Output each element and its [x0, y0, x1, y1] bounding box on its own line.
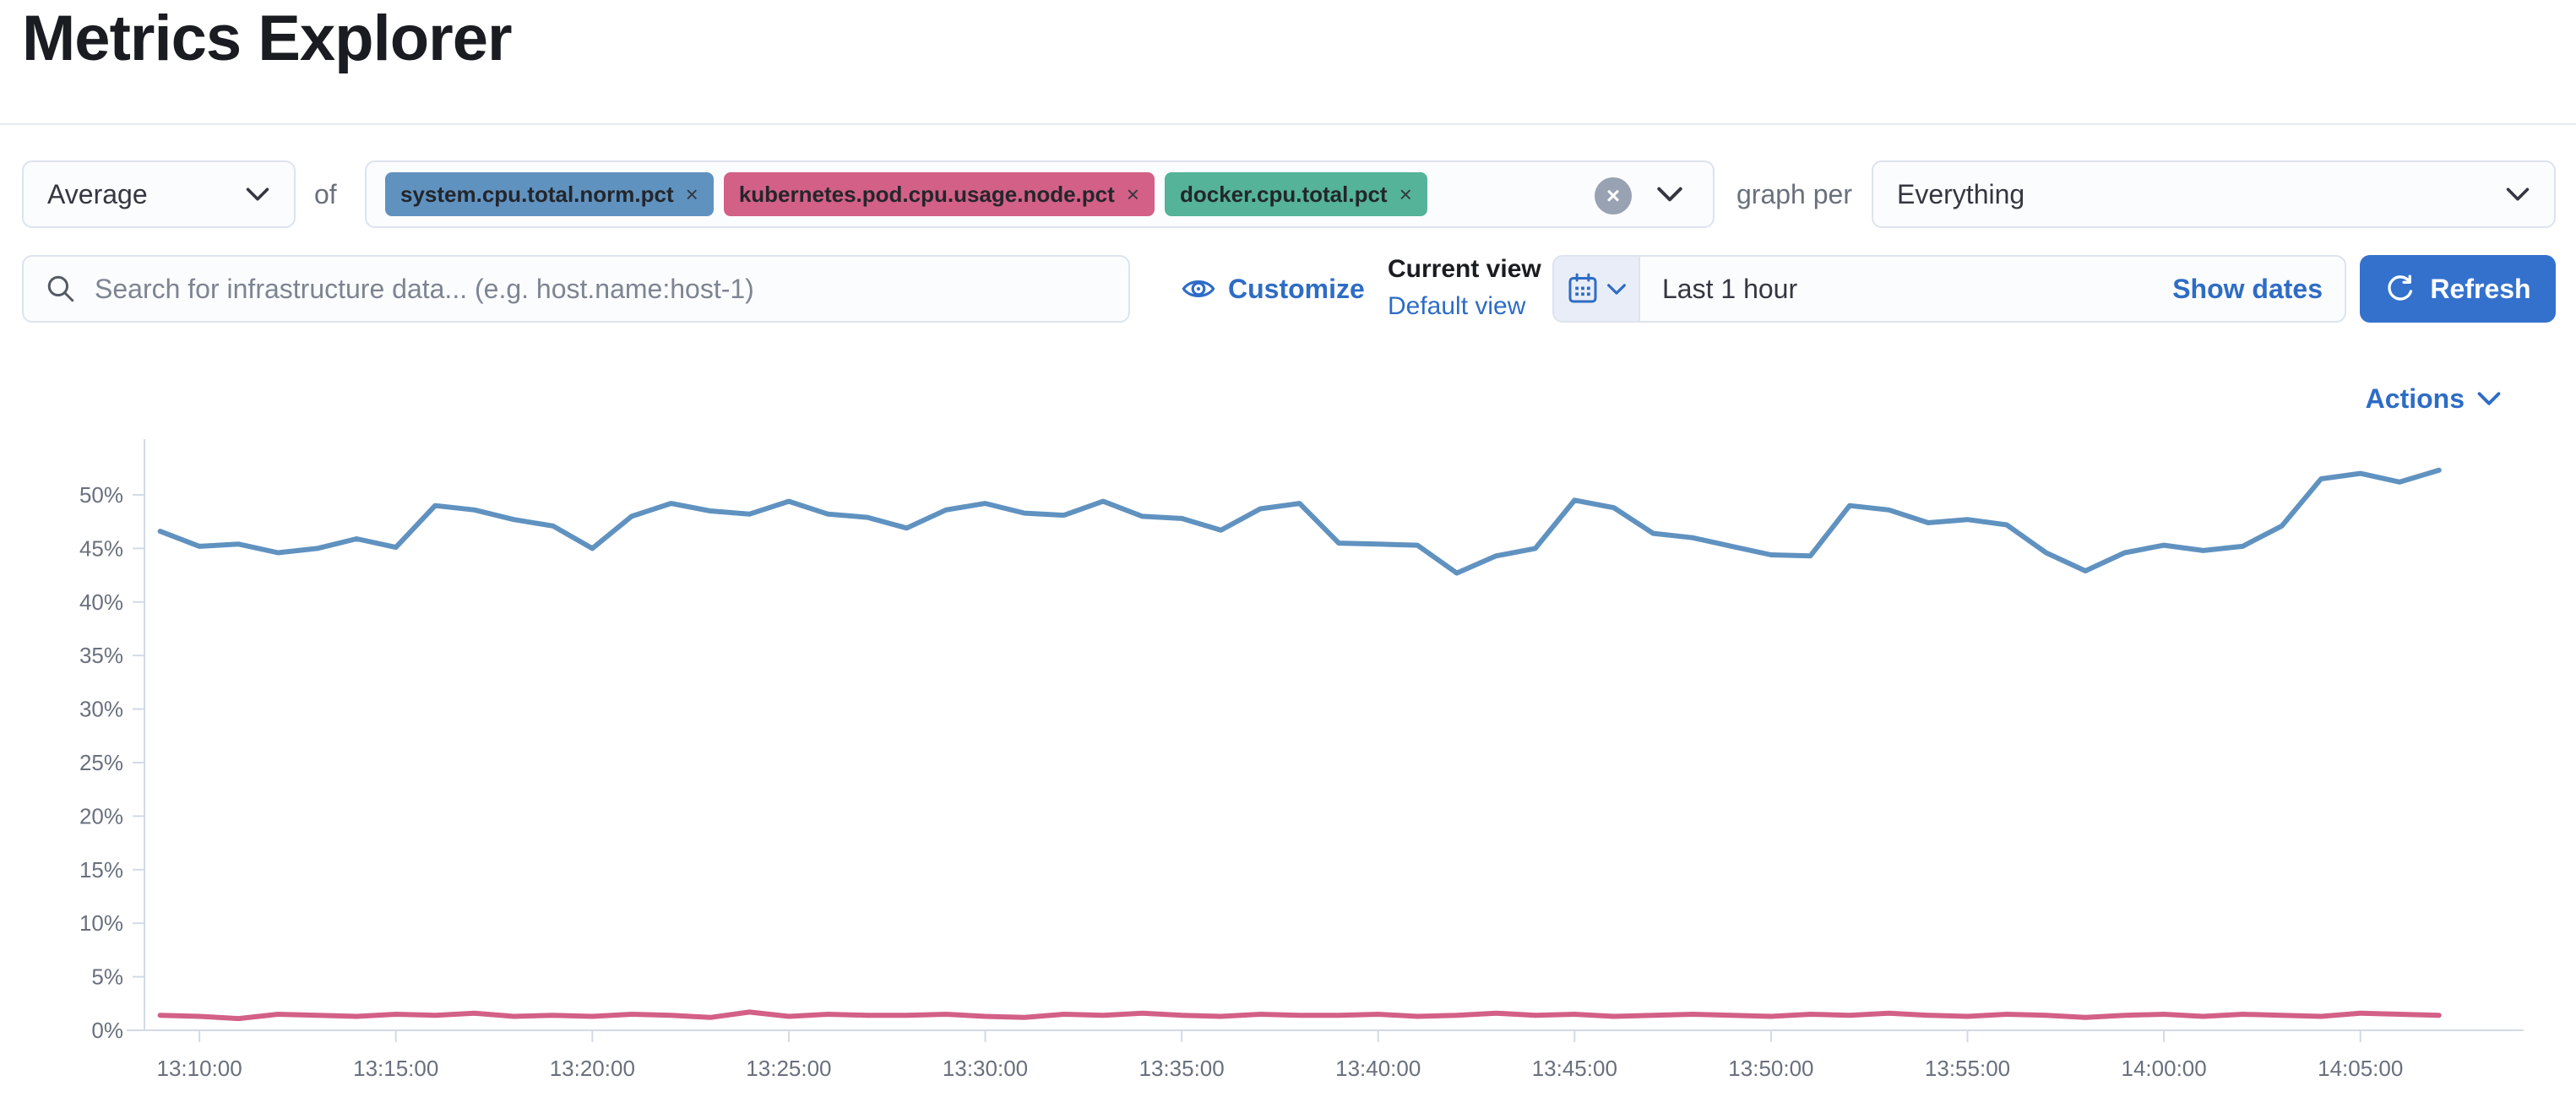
graph-per-value: Everything	[1897, 178, 2025, 209]
graph-per-label: graph per	[1736, 178, 1852, 209]
series-kubernetes.pod.cpu.usage.node.pct	[157, 1009, 2442, 1022]
refresh-icon	[2388, 274, 2413, 301]
svg-text:14:00:00: 14:00:00	[2122, 1056, 2207, 1081]
chevron-down-icon	[246, 187, 269, 201]
chevron-down-icon	[1607, 283, 1626, 295]
chevron-down-icon	[2506, 187, 2530, 201]
svg-text:13:30:00: 13:30:00	[943, 1056, 1028, 1081]
header-divider	[0, 123, 2576, 125]
metric-pill-label: system.cpu.total.norm.pct	[400, 181, 674, 207]
metric-pill-label: kubernetes.pod.cpu.usage.node.pct	[738, 181, 1115, 207]
svg-text:13:40:00: 13:40:00	[1335, 1056, 1421, 1081]
refresh-button[interactable]: Refresh	[2360, 255, 2556, 323]
search-input[interactable]: Search for infrastructure data... (e.g. …	[22, 255, 1130, 323]
metric-pill-label: docker.cpu.total.pct	[1179, 181, 1388, 207]
svg-text:25%: 25%	[79, 750, 123, 775]
svg-text:40%: 40%	[79, 589, 123, 615]
svg-text:45%: 45%	[79, 535, 123, 561]
svg-text:13:35:00: 13:35:00	[1139, 1056, 1225, 1081]
time-range-picker[interactable]: Last 1 hour Show dates	[1552, 255, 2346, 323]
metric-controls-row: Average of system.cpu.total.norm.pct × kub…	[0, 160, 2576, 228]
page-title: Metrics Explorer	[22, 3, 513, 74]
svg-text:50%: 50%	[79, 482, 123, 508]
metrics-combobox[interactable]: system.cpu.total.norm.pct × kubernetes.pod…	[365, 160, 1715, 228]
metric-pill[interactable]: docker.cpu.total.pct ×	[1164, 172, 1427, 216]
svg-text:13:55:00: 13:55:00	[1925, 1056, 2010, 1081]
svg-text:13:25:00: 13:25:00	[746, 1056, 831, 1081]
actions-menu-button[interactable]: Actions	[2366, 382, 2502, 416]
customize-button[interactable]: Customize	[1181, 255, 1365, 323]
clear-metrics-button[interactable]: ×	[1595, 177, 1632, 215]
svg-text:10%: 10%	[79, 910, 123, 936]
calendar-icon	[1568, 273, 1597, 303]
remove-metric-icon[interactable]: ×	[1126, 181, 1139, 207]
refresh-label: Refresh	[2430, 273, 2531, 304]
of-label: of	[314, 178, 337, 209]
svg-text:0%: 0%	[91, 1018, 123, 1043]
svg-text:13:15:00: 13:15:00	[353, 1056, 438, 1081]
svg-text:35%: 35%	[79, 643, 123, 668]
svg-text:13:50:00: 13:50:00	[1728, 1056, 1813, 1081]
svg-text:13:10:00: 13:10:00	[157, 1056, 242, 1081]
show-dates-link[interactable]: Show dates	[2172, 273, 2323, 304]
svg-text:13:45:00: 13:45:00	[1532, 1056, 1617, 1081]
remove-metric-icon[interactable]: ×	[1399, 181, 1412, 207]
chevron-down-icon[interactable]	[1655, 186, 1684, 203]
saved-view-control: Current view Default view	[1388, 255, 1548, 326]
metric-pill[interactable]: system.cpu.total.norm.pct ×	[385, 172, 714, 216]
quick-select-button[interactable]	[1554, 257, 1640, 321]
aggregation-value: Average	[47, 178, 148, 209]
svg-text:5%: 5%	[91, 964, 123, 990]
actions-label: Actions	[2365, 383, 2465, 414]
chevron-down-icon	[2477, 392, 2501, 405]
series-system.cpu.total.norm.pct	[157, 467, 2442, 576]
current-view-label: Current view	[1388, 255, 1541, 283]
eye-icon	[1182, 280, 1215, 297]
time-range-value[interactable]: Last 1 hour	[1662, 273, 1798, 304]
metric-pill[interactable]: kubernetes.pod.cpu.usage.node.pct ×	[723, 172, 1155, 216]
search-placeholder: Search for infrastructure data... (e.g. …	[95, 273, 754, 304]
metrics-line-chart[interactable]: 0% 5% 10% 15% 20% 25% 30% 35% 40% 45% 50% 13:10:00 1…	[0, 432, 2576, 1108]
graph-per-select[interactable]: Everything	[1872, 160, 2556, 228]
remove-metric-icon[interactable]: ×	[685, 181, 698, 207]
customize-label: Customize	[1228, 273, 1365, 304]
search-controls-row: Search for infrastructure data... (e.g. …	[0, 255, 2576, 323]
svg-text:14:05:00: 14:05:00	[2318, 1056, 2403, 1081]
view-name-link[interactable]: Default view	[1388, 292, 1526, 320]
svg-text:15%: 15%	[79, 857, 123, 883]
search-icon	[47, 275, 74, 302]
svg-text:13:20:00: 13:20:00	[550, 1056, 635, 1081]
svg-text:20%: 20%	[79, 803, 123, 828]
aggregation-select[interactable]: Average	[22, 160, 296, 228]
svg-text:30%: 30%	[79, 697, 123, 722]
metric-pill-list: system.cpu.total.norm.pct × kubernetes.pod…	[375, 172, 1427, 216]
